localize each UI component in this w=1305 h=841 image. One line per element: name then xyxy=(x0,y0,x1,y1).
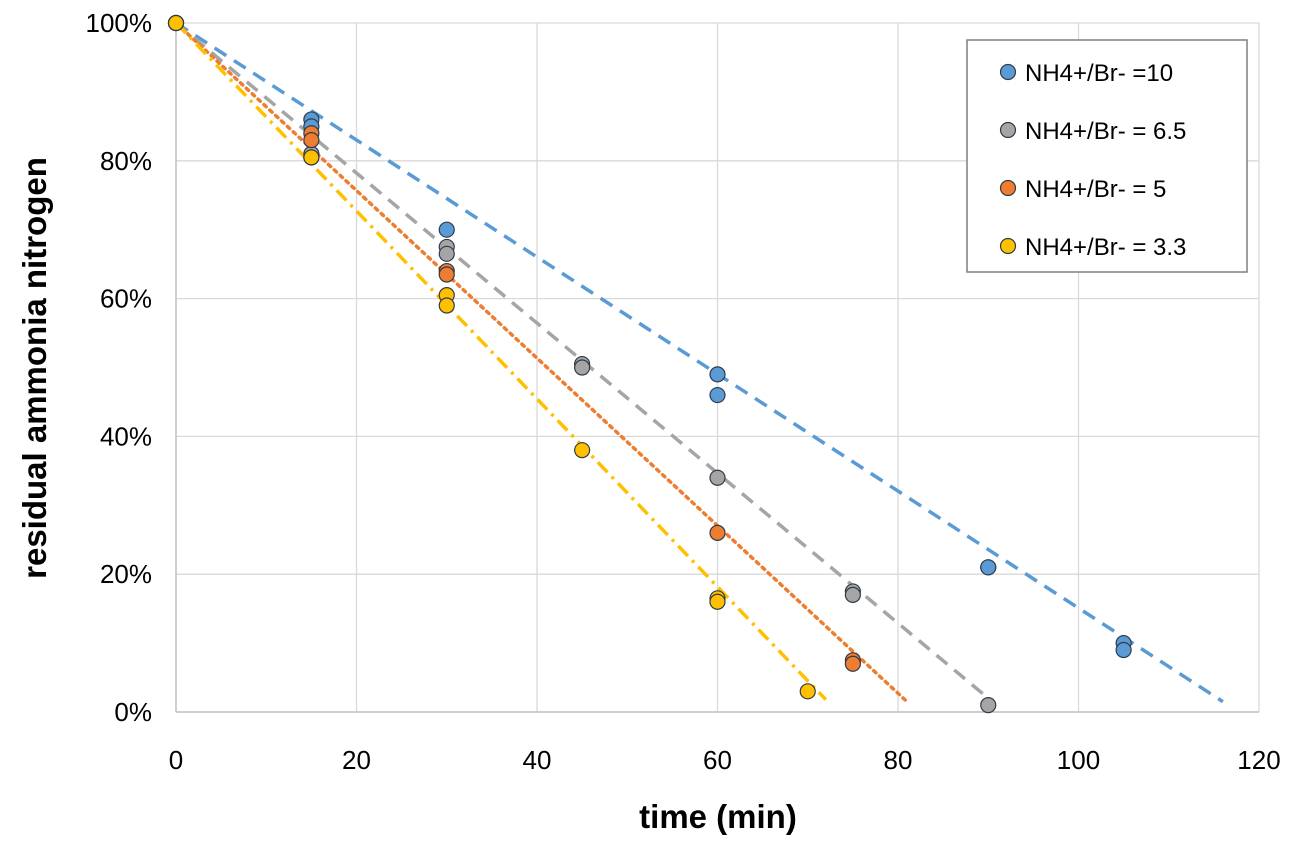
y-tick-label: 0% xyxy=(114,697,152,727)
data-point-series-2 xyxy=(438,245,455,262)
y-tick-label: 40% xyxy=(100,421,152,451)
y-axis-title: residual ammonia nitrogen xyxy=(16,157,53,579)
data-point-series-4 xyxy=(167,14,185,32)
legend-marker xyxy=(999,237,1017,255)
data-point-series-1 xyxy=(980,559,997,576)
x-tick-label: 100 xyxy=(1057,745,1100,775)
data-point-series-2 xyxy=(980,697,997,714)
x-tick-label: 60 xyxy=(703,745,732,775)
legend-marker xyxy=(999,121,1017,139)
legend-marker xyxy=(999,179,1017,197)
legend-label: NH4+/Br- = 6.5 xyxy=(1025,118,1186,145)
x-axis-title: time (min) xyxy=(639,798,797,835)
x-tick-label: 0 xyxy=(169,745,183,775)
data-point-series-4 xyxy=(303,149,320,166)
data-points xyxy=(167,14,1132,714)
data-point-series-1 xyxy=(709,386,726,404)
legend: NH4+/Br- =10 NH4+/Br- = 6.5 NH4+/Br- = 5 NH… xyxy=(966,39,1248,273)
y-tick-label: 80% xyxy=(100,146,152,176)
y-tick-label: 60% xyxy=(100,284,152,314)
data-point-series-2 xyxy=(709,469,726,486)
y-tick-label: 20% xyxy=(100,559,152,589)
trendline-series-3 xyxy=(174,21,909,704)
trendline-series-4 xyxy=(174,21,828,701)
y-tick-label: 100% xyxy=(86,8,153,38)
data-point-series-3 xyxy=(844,655,861,672)
data-point-series-1 xyxy=(709,366,726,383)
data-point-series-1 xyxy=(1115,641,1132,659)
data-point-series-2 xyxy=(844,586,861,603)
x-tick-label: 80 xyxy=(884,745,913,775)
x-tick-label: 20 xyxy=(342,745,371,775)
data-point-series-4 xyxy=(438,297,455,314)
data-point-series-4 xyxy=(574,442,591,459)
data-point-series-2 xyxy=(574,359,591,376)
grid xyxy=(176,22,1260,712)
axes xyxy=(175,23,1259,713)
x-tick-labels: 0 20 40 60 80 100 120 xyxy=(169,745,1281,775)
legend-label: NH4+/Br- = 3.3 xyxy=(1025,234,1186,261)
legend-items: NH4+/Br- =10 NH4+/Br- = 6.5 NH4+/Br- = 5 NH… xyxy=(999,60,1186,261)
y-tick-labels: 0% 20% 40% 60% 80% 100% xyxy=(86,8,153,727)
legend-marker xyxy=(999,63,1017,81)
data-point-series-4 xyxy=(709,593,726,610)
x-tick-label: 40 xyxy=(523,745,552,775)
data-point-series-1 xyxy=(438,221,455,238)
data-point-series-3 xyxy=(438,266,455,283)
legend-box xyxy=(966,39,1248,273)
legend-label: NH4+/Br- = 5 xyxy=(1025,176,1166,203)
trendline-series-1 xyxy=(175,21,1224,704)
legend-label: NH4+/Br- =10 xyxy=(1025,60,1173,87)
x-tick-label: 120 xyxy=(1237,745,1280,775)
data-point-series-3 xyxy=(709,524,726,541)
data-point-series-4 xyxy=(799,683,816,700)
data-point-series-3 xyxy=(303,132,320,149)
